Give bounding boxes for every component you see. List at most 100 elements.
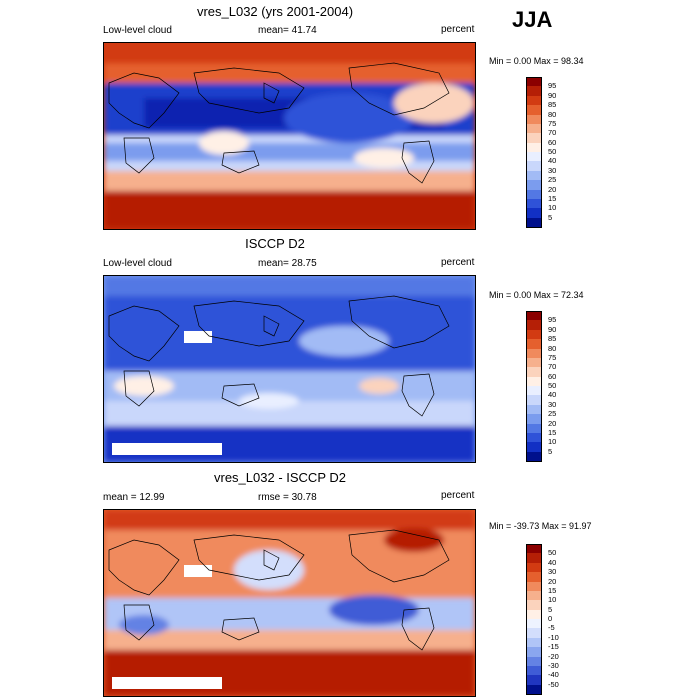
colorbar-tick-label: 50 (548, 548, 557, 558)
colorbar-swatch (526, 208, 542, 219)
colorbar-swatch (526, 311, 542, 321)
panel1-mean-label: mean= 41.74 (258, 25, 317, 36)
colorbar-swatch (526, 619, 542, 629)
colorbar-tick-label: 40 (548, 390, 557, 400)
colorbar-swatch (526, 77, 542, 87)
colorbar-tick-label: 10 (548, 595, 557, 605)
panel1-minmax: Min = 0.00 Max = 98.34 (489, 56, 584, 66)
colorbar-tick-label: 70 (548, 362, 557, 372)
difference-map (104, 510, 475, 696)
colorbar-swatch (526, 180, 542, 190)
colorbar-swatch (526, 442, 542, 453)
panel2-map (103, 275, 476, 463)
model-cloud-map (104, 43, 475, 229)
colorbar-tick-label: 15 (548, 193, 557, 203)
colorbar-tick-label: 20 (548, 418, 557, 428)
panel1-map (103, 42, 476, 230)
colorbar-swatch (526, 432, 542, 443)
colorbar-swatch (526, 152, 542, 162)
colorbar-swatch (526, 189, 542, 200)
colorbar-tick-label: 5 (548, 212, 553, 222)
colorbar-tick-label: 80 (548, 109, 557, 119)
colorbar-tick-label: 75 (548, 118, 557, 128)
colorbar-swatch (526, 133, 542, 144)
colorbar-swatch (526, 684, 542, 695)
panel3-colorbar: 50 40 30 20 15 10 5 0 -5 -10 -15 -20 -30 -40 -50 (526, 544, 586, 695)
colorbar-tick-label: 95 (548, 315, 557, 325)
colorbar-tick-label: 15 (548, 427, 557, 437)
colorbar-swatch (526, 553, 542, 564)
colorbar-swatch (526, 386, 542, 396)
panel1-units-label: percent (441, 24, 475, 35)
colorbar-tick-label: 90 (548, 90, 557, 100)
colorbar-tick-label: -5 (548, 623, 555, 633)
colorbar-tick-label: -20 (548, 651, 559, 661)
colorbar-swatch (526, 348, 542, 359)
panel3-minmax: Min = -39.73 Max = 91.97 (489, 521, 592, 531)
colorbar-tick-label: 85 (548, 334, 557, 344)
colorbar-tick-label: 60 (548, 137, 557, 147)
colorbar-swatch (526, 544, 542, 554)
colorbar-swatch (526, 628, 542, 639)
colorbar-tick-label: 30 (548, 165, 557, 175)
panel1-title: vres_L032 (yrs 2001-2004) (196, 4, 354, 19)
colorbar-swatch (526, 105, 542, 115)
isccp-cloud-map (104, 276, 475, 462)
panel3-rmse-label: rmse = 30.78 (258, 492, 317, 503)
colorbar-swatch (526, 665, 542, 676)
panel2-units-label: percent (441, 257, 475, 268)
colorbar-tick-label: -15 (548, 642, 559, 652)
colorbar-swatch (526, 217, 542, 228)
colorbar-swatch (526, 572, 542, 582)
colorbar-tick-label: 5 (548, 446, 553, 456)
colorbar-swatch (526, 562, 542, 573)
panel2-mean-label: mean= 28.75 (258, 258, 317, 269)
colorbar-tick-label: 10 (548, 203, 557, 213)
colorbar-swatch (526, 320, 542, 331)
colorbar-swatch (526, 609, 542, 620)
colorbar-tick-label: 15 (548, 585, 557, 595)
colorbar-tick-label: 5 (548, 604, 553, 614)
colorbar-tick-label: 95 (548, 81, 557, 91)
colorbar-tick-label: 0 (548, 614, 553, 623)
colorbar-tick-label: 50 (548, 147, 557, 156)
panel3-mean-label: mean = 12.99 (103, 492, 165, 503)
panel2-left-label: Low-level cloud (103, 258, 172, 269)
colorbar-swatch (526, 123, 542, 134)
colorbar-swatch (526, 95, 542, 106)
colorbar-tick-label: -30 (548, 660, 559, 670)
colorbar-swatch (526, 367, 542, 378)
panel3-title: vres_L032 - ISCCP D2 (214, 470, 346, 485)
panel1-left-label: Low-level cloud (103, 25, 172, 36)
colorbar-swatch (526, 198, 542, 209)
colorbar-tick-label: 80 (548, 343, 557, 353)
panel2-title: ISCCP D2 (245, 236, 305, 251)
season-label: JJA (512, 7, 553, 32)
colorbar-swatch (526, 581, 542, 592)
colorbar-tick-label: 90 (548, 324, 557, 334)
colorbar-tick-label: -50 (548, 679, 559, 689)
colorbar-tick-label: 30 (548, 567, 557, 577)
colorbar-tick-label: 20 (548, 184, 557, 194)
colorbar-swatch (526, 590, 542, 601)
colorbar-swatch (526, 161, 542, 172)
colorbar-tick-label: 50 (548, 381, 557, 390)
panel3-units-label: percent (441, 490, 475, 501)
colorbar-swatch (526, 376, 542, 387)
colorbar-swatch (526, 357, 542, 368)
colorbar-tick-label: 70 (548, 128, 557, 138)
colorbar-swatch (526, 170, 542, 181)
colorbar-swatch (526, 114, 542, 125)
colorbar-swatch (526, 600, 542, 611)
colorbar-swatch (526, 451, 542, 462)
panel2-colorbar: 95 90 85 80 75 70 60 50 40 30 25 20 15 10 5 (526, 311, 586, 462)
colorbar-tick-label: 10 (548, 437, 557, 447)
panel3-map (103, 509, 476, 697)
colorbar-swatch (526, 86, 542, 97)
colorbar-swatch (526, 647, 542, 657)
colorbar-swatch (526, 404, 542, 415)
colorbar-tick-label: 20 (548, 576, 557, 586)
colorbar-swatch (526, 414, 542, 424)
colorbar-swatch (526, 329, 542, 340)
colorbar-tick-label: 40 (548, 156, 557, 166)
